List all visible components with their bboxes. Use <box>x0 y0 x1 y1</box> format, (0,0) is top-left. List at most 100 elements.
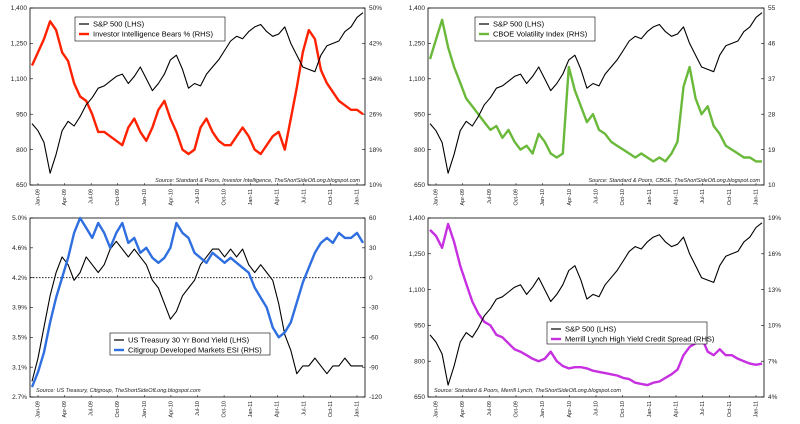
y-left-tick-label: 800 <box>414 147 425 154</box>
x-tick-label: Oct-10 <box>620 401 626 418</box>
source-note: Source: Standard & Poors, Merrill Lynch,… <box>434 388 621 394</box>
source-note: Source: US Treasury, Citigroup, TheShort… <box>36 388 201 394</box>
x-tick-label: Apr-10 <box>168 401 174 418</box>
x-tick-label: Jul-10 <box>195 189 201 204</box>
y-right-tick-label: 10 <box>768 182 776 189</box>
x-tick-label: Jan-11 <box>354 401 360 417</box>
y-right-tick-label: 28 <box>768 111 776 118</box>
x-tick-label: Oct-11 <box>727 401 733 417</box>
x-tick-label: Oct-09 <box>513 401 519 418</box>
x-tick-label: Jul-11 <box>301 401 307 416</box>
x-tick-label: Apr-10 <box>168 189 174 206</box>
y-left-tick-label: 1,250 <box>409 251 426 258</box>
x-tick-label: Jan-09 <box>433 189 439 206</box>
y-left-tick-label: 2.7% <box>12 394 27 401</box>
x-tick-label: Jul-09 <box>89 401 95 416</box>
series-line-1 <box>429 222 763 386</box>
legend: US Treasury 30 Yr Bond Yield (LHS)Citigr… <box>109 332 271 356</box>
legend-box <box>74 16 226 42</box>
x-tick-label: Oct-11 <box>328 401 334 417</box>
y-left-tick-label: 3.1% <box>12 364 27 371</box>
y-left-tick-label: 650 <box>414 182 425 189</box>
x-tick-label: Jan-10 <box>142 189 148 206</box>
y-left-tick-label: 800 <box>414 358 425 365</box>
y-right-tick-label: 46 <box>768 41 776 48</box>
y-right-tick-label: 10% <box>369 182 382 189</box>
x-tick-label: Apr-09 <box>62 401 68 418</box>
y-left-tick-label: 1,100 <box>409 287 426 294</box>
y-right-tick-label: 13% <box>768 287 781 294</box>
y-right-tick-label: 18% <box>369 147 382 154</box>
y-left-tick-label: 650 <box>16 182 27 189</box>
y-right-tick-label: 26% <box>369 111 382 118</box>
y-left-tick-label: 4.2% <box>12 275 27 282</box>
x-tick-label: Jul-10 <box>195 401 201 416</box>
x-tick-label: Oct-10 <box>222 189 228 206</box>
source-note: Source: Standard & Poors, CBOE, TheShort… <box>588 178 760 184</box>
y-right-tick-label: 19 <box>768 147 776 154</box>
legend-label: Merrill Lynch High Yield Credit Spread (… <box>565 335 715 344</box>
y-right-tick-label: -120 <box>369 394 382 401</box>
x-tick-label: Jan-11 <box>647 189 653 205</box>
x-tick-label: Oct-11 <box>328 189 334 205</box>
x-tick-label: Oct-09 <box>115 401 121 418</box>
y-left-tick-label: 5.0% <box>12 215 27 222</box>
y-right-tick-label: 42% <box>369 41 382 48</box>
y-right-tick-label: 19% <box>768 215 781 222</box>
x-tick-label: Oct-10 <box>620 189 626 206</box>
x-tick-label: Jul-11 <box>301 189 307 204</box>
series-line-1 <box>31 240 363 382</box>
source-note: Source: Standard & Poors, Investor Intel… <box>155 178 360 184</box>
x-tick-label: Jan-09 <box>35 189 41 206</box>
x-tick-label: Oct-11 <box>727 189 733 205</box>
y-right-tick-label: 7% <box>768 358 778 365</box>
plot-frame <box>427 217 765 398</box>
legend-label: S&P 500 (LHS) <box>493 20 545 29</box>
x-tick-label: Apr-09 <box>62 189 68 206</box>
x-tick-label: Jan-10 <box>540 401 546 418</box>
chart-panel-1: 650 800 950 1,100 1,250 1,400 10% 18% 26% 34% 42% 5… <box>11 5 383 206</box>
legend-label: CBOE Volatility Index (RHS) <box>493 30 588 39</box>
legend: S&P 500 (LHS)Merrill Lynch High Yield Cr… <box>546 321 715 345</box>
x-tick-label: Jan-09 <box>35 401 41 418</box>
series-line-2 <box>428 18 762 163</box>
y-right-tick-label: 37 <box>768 76 776 83</box>
y-left-tick-label: 3.5% <box>12 335 27 342</box>
y-right-tick-label: 60 <box>369 215 377 222</box>
x-tick-label: Oct-09 <box>115 189 121 206</box>
x-tick-label: Jan-09 <box>433 401 439 418</box>
x-tick-label: Apr-11 <box>275 401 281 417</box>
x-tick-label: Jan-11 <box>248 189 254 205</box>
y-right-tick-label: -30 <box>369 305 379 312</box>
y-left-tick-label: 950 <box>16 111 27 118</box>
x-tick-label: Jan-11 <box>753 401 759 417</box>
y-left-tick-label: 650 <box>414 394 425 401</box>
series-line-1 <box>429 12 763 174</box>
x-tick-label: Apr-09 <box>460 401 466 418</box>
legend-box <box>109 332 271 356</box>
x-tick-label: Jan-10 <box>142 401 148 418</box>
x-tick-label: Jul-10 <box>593 189 599 204</box>
x-tick-label: Jul-11 <box>700 189 706 204</box>
x-tick-label: Apr-10 <box>567 189 573 206</box>
x-tick-label: Jul-09 <box>89 189 95 204</box>
y-right-tick-label: 10% <box>768 323 781 330</box>
x-tick-label: Jul-09 <box>487 401 493 416</box>
legend-box <box>474 16 596 42</box>
y-left-tick-label: 1,400 <box>409 215 426 222</box>
y-right-tick-label: 34% <box>369 76 382 83</box>
legend-label: US Treasury 30 Yr Bond Yield (LHS) <box>128 336 250 345</box>
y-left-tick-label: 1,400 <box>11 5 28 12</box>
y-right-tick-label: 16% <box>768 251 781 258</box>
y-right-tick-label: -90 <box>369 364 379 371</box>
x-tick-label: Oct-09 <box>513 189 519 206</box>
y-left-tick-label: 1,100 <box>11 76 28 83</box>
x-tick-label: Apr-11 <box>673 189 679 205</box>
x-tick-label: Oct-10 <box>222 401 228 418</box>
x-tick-label: Jul-09 <box>487 189 493 204</box>
legend-label: S&P 500 (LHS) <box>565 325 617 334</box>
series-line-1 <box>31 12 364 174</box>
legend-box <box>546 321 708 345</box>
y-left-tick-label: 1,250 <box>11 41 28 48</box>
